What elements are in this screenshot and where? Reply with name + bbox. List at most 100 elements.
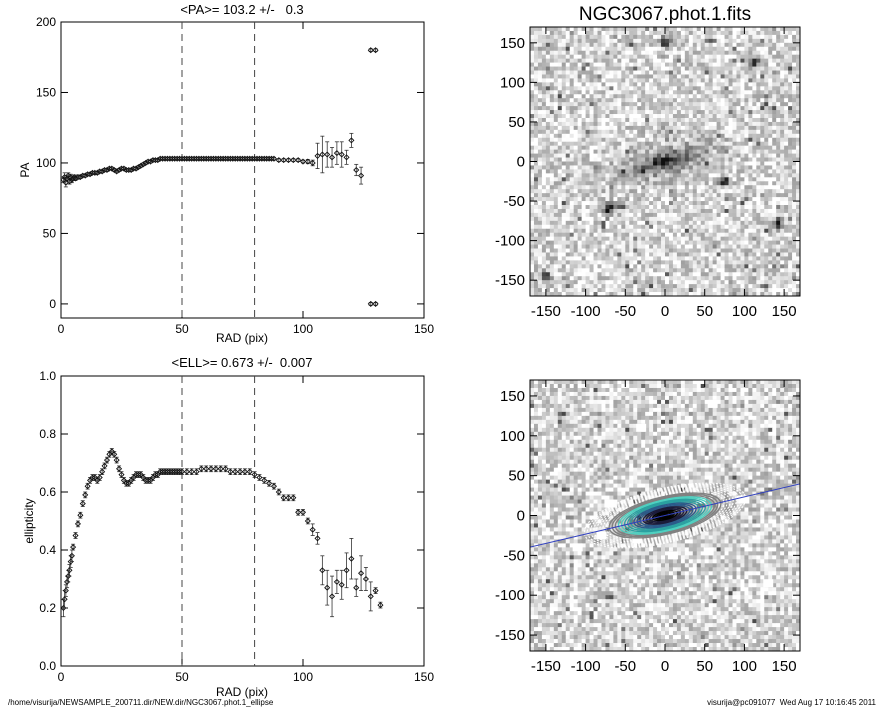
galaxy-image-title: NGC3067.phot.1.fits — [579, 4, 751, 25]
data-point — [304, 158, 311, 165]
data-point — [241, 468, 248, 476]
data-point — [324, 569, 331, 606]
data-point — [193, 468, 200, 476]
y-tick-label: -50 — [503, 193, 525, 210]
y-tick-label: 0.2 — [39, 601, 56, 615]
y-tick-label: 150 — [500, 388, 525, 405]
x-tick-label: 0 — [661, 303, 669, 320]
data-point — [188, 468, 195, 476]
x-tick-label: -150 — [531, 658, 561, 675]
data-point — [66, 564, 73, 577]
pa-plot-title: <PA>= 103.2 +/- 0.3 — [180, 2, 303, 17]
ellipticity-plot-ticks: 0 50 100 150 0.0 0.2 0.4 0.6 0.8 1.0 — [39, 369, 434, 684]
data-point — [348, 132, 355, 148]
data-point — [295, 157, 302, 164]
data-point — [256, 474, 263, 481]
data-point — [203, 465, 210, 473]
data-point — [77, 174, 84, 181]
ellipticity-plot-frame — [60, 375, 425, 667]
pa-plot-reference-lines — [181, 22, 256, 318]
x-tick-label: 150 — [414, 670, 434, 684]
x-tick-label: -100 — [571, 658, 601, 675]
x-tick-label: -150 — [531, 303, 561, 320]
data-point — [338, 569, 345, 600]
ellipticity-plot-xlabel: RAD (pix) — [216, 685, 268, 699]
data-point — [77, 511, 84, 519]
data-point — [333, 569, 340, 594]
y-tick-label: 0.0 — [39, 659, 56, 673]
data-point — [285, 494, 292, 502]
y-tick-label: -150 — [495, 272, 525, 289]
x-tick-label: 50 — [696, 658, 713, 675]
data-point — [232, 468, 239, 476]
data-point — [353, 163, 360, 177]
data-point — [99, 168, 106, 175]
data-point — [299, 158, 307, 165]
x-tick-label: 0 — [661, 658, 669, 675]
data-point — [113, 456, 120, 464]
ellipticity-plot-title: <ELL>= 0.673 +/- 0.007 — [172, 355, 313, 370]
galaxy-image-bottom-ticks: -150 -100 -50 0 50 100 150 -150 -100 -50 0 50 100 150 — [495, 380, 800, 675]
data-point — [72, 532, 79, 539]
data-point — [333, 141, 340, 165]
data-point — [103, 456, 111, 464]
pa-plot: <PA>= 103.2 +/- 0.3 0 50 100 150 0 50 100 150 20… — [18, 2, 434, 345]
data-point — [309, 523, 316, 536]
data-point — [222, 465, 229, 473]
y-tick-label: 150 — [500, 35, 525, 52]
data-point — [74, 520, 81, 528]
data-point — [74, 174, 81, 181]
x-tick-label: 100 — [732, 658, 757, 675]
pa-plot-ticks: 0 50 100 150 0 50 100 150 200 — [36, 15, 434, 336]
data-point — [118, 471, 125, 478]
y-tick-label: 200 — [36, 15, 56, 29]
data-point — [377, 601, 384, 609]
data-point — [212, 465, 219, 473]
pa-plot-xlabel: RAD (pix) — [216, 331, 268, 345]
x-tick-label: 50 — [696, 303, 713, 320]
x-tick-label: 0 — [58, 670, 65, 684]
y-tick-label: -100 — [495, 233, 525, 250]
data-point — [338, 141, 345, 168]
y-tick-label: 1.0 — [39, 369, 56, 383]
data-point — [295, 508, 302, 516]
data-point — [372, 47, 379, 54]
y-tick-label: -150 — [495, 627, 525, 644]
data-point — [270, 155, 277, 162]
y-tick-label: 0 — [49, 297, 56, 311]
data-point — [343, 552, 350, 589]
mask-region — [739, 495, 750, 504]
data-point — [314, 142, 321, 169]
mask-region — [572, 543, 583, 552]
data-point — [99, 468, 106, 476]
ellipticity-plot: <ELL>= 0.673 +/- 0.007 0 50 100 150 0.0 0.2 0.… — [22, 355, 434, 699]
y-tick-label: 0.8 — [39, 427, 56, 441]
y-tick-label: 0.6 — [39, 485, 56, 499]
data-point — [79, 500, 86, 507]
data-point — [198, 465, 205, 473]
x-tick-label: 150 — [414, 322, 434, 336]
x-tick-label: -100 — [571, 303, 601, 320]
data-point — [237, 468, 244, 476]
data-point — [343, 149, 350, 165]
data-point — [140, 474, 147, 481]
data-point — [329, 575, 336, 618]
y-tick-label: 100 — [500, 74, 525, 91]
pa-plot-frame — [60, 21, 425, 319]
data-point — [367, 47, 374, 54]
data-point — [261, 477, 268, 484]
mask-region — [703, 547, 714, 556]
x-tick-label: 100 — [732, 303, 757, 320]
mask-region — [707, 399, 718, 408]
data-point — [304, 517, 311, 525]
y-tick-label: 0 — [517, 154, 525, 171]
x-tick-label: 0 — [58, 322, 65, 336]
pa-plot-points — [61, 47, 379, 307]
data-point — [280, 157, 287, 164]
data-point — [372, 300, 379, 307]
data-point — [280, 494, 287, 502]
data-point — [275, 488, 282, 496]
y-tick-label: -50 — [503, 547, 525, 564]
y-tick-label: 100 — [36, 156, 56, 170]
mask-region — [636, 423, 647, 432]
